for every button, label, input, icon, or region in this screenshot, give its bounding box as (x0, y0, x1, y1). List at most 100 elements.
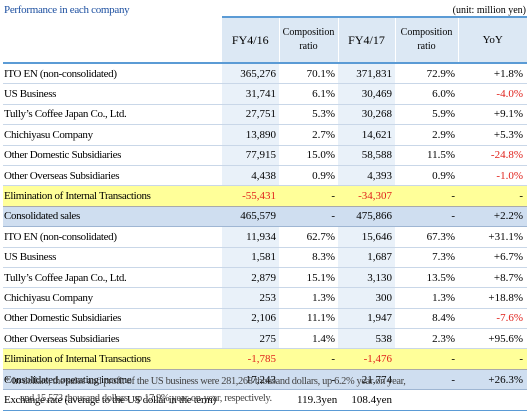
fy16-value: 4,438 (222, 165, 279, 187)
fy16-composition-ratio: 15.1% (279, 267, 338, 289)
fy17-composition-ratio: 1.3% (395, 287, 458, 309)
exchange-rate-label: Exchange rate (average to the US dollar … (3, 389, 279, 411)
fy17-value: 30,268 (338, 104, 395, 126)
yoy-change: +95.6% (458, 328, 527, 350)
company-name: Other Overseas Subsidiaries (3, 328, 222, 350)
fy17-exchange-rate: 108.4yen (338, 389, 395, 411)
fy17-composition-ratio: - (395, 348, 458, 370)
company-name: Elimination of Internal Transactions (3, 185, 222, 207)
fy17-composition-ratio: 2.9% (395, 124, 458, 146)
fy16-value: 2,879 (222, 267, 279, 289)
fy16-value: 253 (222, 287, 279, 309)
yoy-change: +31.1% (458, 226, 527, 248)
yoy-change: -7.6% (458, 308, 527, 330)
fy17-value: -34,307 (338, 185, 395, 207)
table-row: US Business 1,581 8.3% 1,687 7.3% +6.7% (3, 247, 527, 268)
fy16-composition-ratio: 11.1% (279, 308, 338, 330)
company-name: ITO EN (non-consolidated) (3, 63, 222, 85)
fy16-composition-ratio: 5.3% (279, 104, 338, 126)
exchange-rate-row: Exchange rate (average to the US dollar … (3, 389, 527, 411)
yoy-change: +26.3% (458, 369, 527, 391)
company-name: Tully’s Coffee Japan Co., Ltd. (3, 104, 222, 126)
blank-cell (458, 389, 527, 411)
table-body: ITO EN (non-consolidated) 365,276 70.1% 371… (3, 63, 527, 411)
fy17-value: 15,646 (338, 226, 395, 248)
table-row: Other Overseas Subsidiaries 275 1.4% 538 2.3… (3, 328, 527, 350)
table-row: Other Overseas Subsidiaries 4,438 0.9% 4,39… (3, 165, 527, 187)
fy16-value: 2,106 (222, 308, 279, 330)
company-name: Consolidated sales (3, 206, 222, 228)
yoy-change: -24.8% (458, 145, 527, 166)
yoy-change: +2.2% (458, 206, 527, 228)
fy17-value: 58,588 (338, 145, 395, 166)
fy17-value: 475,866 (338, 206, 395, 228)
yoy-change: +18.8% (458, 287, 527, 309)
company-name: Chichiyasu Company (3, 287, 222, 309)
company-name: ITO EN (non-consolidated) (3, 226, 222, 248)
fy16-value: 465,579 (222, 206, 279, 228)
header-composition-ratio-2: Composition ratio (394, 16, 458, 64)
table-row: ITO EN (non-consolidated) 11,934 62.7% 15,6… (3, 226, 527, 248)
fy16-exchange-rate: 119.3yen (279, 389, 338, 411)
company-name: Other Domestic Subsidiaries (3, 308, 222, 330)
yoy-change: +1.8% (458, 63, 527, 85)
elimination-row: Elimination of Internal Transactions -1,7… (3, 348, 527, 370)
fy17-value: 14,621 (338, 124, 395, 146)
company-name: Tully’s Coffee Japan Co., Ltd. (3, 267, 222, 289)
fy17-composition-ratio: - (395, 206, 458, 228)
fy16-composition-ratio: 6.1% (279, 83, 338, 105)
header-yoy: YoY (457, 16, 527, 64)
fy17-composition-ratio: 6.0% (395, 83, 458, 105)
company-name: Chichiyasu Company (3, 124, 222, 146)
company-name: Other Overseas Subsidiaries (3, 165, 222, 187)
table-row: ITO EN (non-consolidated) 365,276 70.1% 371… (3, 63, 527, 85)
fy17-composition-ratio: - (395, 369, 458, 391)
fy17-value: 300 (338, 287, 395, 309)
fy17-composition-ratio: 8.4% (395, 308, 458, 330)
consolidated-income-row: Consolidated operating income 17,243-21,7… (3, 369, 527, 391)
fy17-value: 371,831 (338, 63, 395, 85)
fy16-value: 31,741 (222, 83, 279, 105)
fy16-composition-ratio: 8.3% (279, 247, 338, 268)
yoy-change: +9.1% (458, 104, 527, 126)
fy16-value: -1,785 (222, 348, 279, 370)
elimination-row: Elimination of Internal Transactions -55,… (3, 185, 527, 207)
table-row: Chichiyasu Company 13,890 2.7% 14,621 2.9% +5… (3, 124, 527, 146)
header-row: FY4/16 Composition ratio FY4/17 Compositi… (3, 16, 527, 64)
header-composition-ratio-1: Composition ratio (278, 16, 338, 64)
consolidated-sales-row: Consolidated sales 465,579-475,866- +2.2% (3, 206, 527, 228)
table-row: Other Domestic Subsidiaries 2,106 11.1% 1,9… (3, 308, 527, 330)
fy17-value: 21,774 (338, 369, 395, 391)
fy17-value: 4,393 (338, 165, 395, 187)
fy16-value: 77,915 (222, 145, 279, 166)
table-title: Performance in each company (4, 4, 130, 16)
yoy-change: +6.7% (458, 247, 527, 268)
yoy-change: -4.0% (458, 83, 527, 105)
yoy-change: +5.3% (458, 124, 527, 146)
performance-table: FY4/16 Composition ratio FY4/17 Compositi… (3, 16, 527, 411)
fy17-composition-ratio: 2.3% (395, 328, 458, 350)
table-row: US Business 31,741 6.1% 30,469 6.0% -4.0% (3, 83, 527, 105)
fy17-composition-ratio: 5.9% (395, 104, 458, 126)
fy16-composition-ratio: 0.9% (279, 165, 338, 187)
fy16-value: -55,431 (222, 185, 279, 207)
fy17-composition-ratio: 11.5% (395, 145, 458, 166)
yoy-change: +8.7% (458, 267, 527, 289)
fy17-composition-ratio: 0.9% (395, 165, 458, 187)
yoy-change: - (458, 348, 527, 370)
fy16-composition-ratio: 1.3% (279, 287, 338, 309)
fy17-composition-ratio: 7.3% (395, 247, 458, 268)
fy16-value: 17,243 (222, 369, 279, 391)
company-name: Elimination of Internal Transactions (3, 348, 222, 370)
fy16-composition-ratio: - (279, 369, 338, 391)
yoy-change: -1.0% (458, 165, 527, 187)
blank-cell (395, 389, 458, 411)
fy17-value: 1,687 (338, 247, 395, 268)
company-name: Consolidated operating income (3, 369, 222, 391)
fy16-composition-ratio: 62.7% (279, 226, 338, 248)
footnote: * In dollars, the sales and profit of th… (5, 373, 527, 407)
fy17-composition-ratio: - (395, 185, 458, 207)
company-name: Other Domestic Subsidiaries (3, 145, 222, 166)
fy17-value: 3,130 (338, 267, 395, 289)
fy16-value: 27,751 (222, 104, 279, 126)
